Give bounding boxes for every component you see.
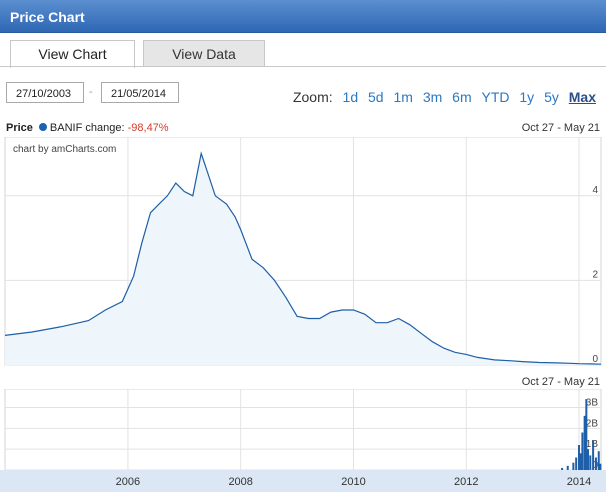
change-label: change: — [85, 122, 125, 134]
x-tick-label: 2006 — [116, 476, 140, 488]
volume-chart[interactable]: 01B2B3B20062008201020122014 — [0, 389, 606, 492]
price-series-line — [4, 151, 602, 365]
zoom-5d[interactable]: 5d — [368, 89, 384, 105]
price-area-fill — [5, 153, 601, 365]
volume-y-tick-label: 1B — [586, 439, 599, 450]
window-title: Price Chart — [0, 0, 606, 33]
volume-bar — [585, 399, 588, 470]
volume-bar — [572, 462, 575, 470]
x-axis-band — [0, 470, 606, 492]
volume-bar — [566, 465, 569, 470]
end-date-input[interactable] — [101, 82, 179, 103]
start-date-input[interactable] — [6, 82, 84, 103]
zoom-6m[interactable]: 6m — [452, 89, 472, 105]
price-range-text: Oct 27 - May 21 — [521, 122, 600, 134]
volume-bar — [583, 415, 586, 470]
zoom-label: Zoom: — [292, 89, 333, 105]
price-label: Price — [6, 122, 33, 134]
price-y-tick-label: 0 — [592, 354, 598, 365]
series-name: BANIF — [49, 122, 83, 134]
tab-bar: View Chart View Data — [0, 33, 606, 68]
volume-bar — [599, 463, 602, 470]
volume-bar — [589, 455, 592, 470]
x-tick-label: 2014 — [567, 476, 591, 488]
volume-bar — [587, 449, 590, 470]
chart-credit[interactable]: chart by amCharts.com — [13, 144, 117, 155]
price-legend: Price BANIF change: -98,47% — [6, 122, 169, 134]
price-chart[interactable]: 0 2 4 — [0, 137, 606, 369]
volume-bar — [575, 457, 578, 470]
volume-bar — [561, 467, 564, 470]
volume-bar — [597, 451, 600, 470]
volume-range-text: Oct 27 - May 21 — [521, 376, 600, 388]
zoom-3m[interactable]: 3m — [422, 89, 443, 105]
volume-bar — [592, 440, 595, 470]
x-tick-label: 2012 — [454, 476, 478, 488]
zoom-ytd[interactable]: YTD — [481, 89, 510, 105]
tab-view-data[interactable]: View Data — [143, 40, 265, 67]
x-tick-label: 2008 — [228, 476, 252, 488]
price-y-tick-label: 2 — [592, 269, 598, 280]
date-separator: - — [89, 86, 93, 98]
tab-view-chart[interactable]: View Chart — [10, 40, 135, 68]
volume-bar — [581, 432, 584, 470]
zoom-1y[interactable]: 1y — [519, 89, 535, 105]
tab-divider — [0, 66, 606, 67]
volume-bar — [594, 457, 597, 470]
volume-plot-area — [4, 389, 602, 471]
series-marker-icon — [38, 123, 47, 131]
zoom-1d[interactable]: 1d — [342, 89, 359, 105]
price-y-tick-label: 4 — [592, 185, 598, 196]
zoom-controls: Zoom: 1d 5d 1m 3m 6m YTD 1y 5y Max — [293, 89, 596, 105]
zoom-5y[interactable]: 5y — [544, 89, 559, 105]
change-value: -98,47% — [127, 122, 169, 134]
zoom-1m[interactable]: 1m — [393, 89, 413, 105]
zoom-max[interactable]: Max — [568, 89, 596, 105]
volume-y-tick-label: 3B — [586, 398, 599, 409]
volume-bar — [579, 453, 582, 470]
volume-y-tick-label: 2B — [586, 418, 599, 429]
x-tick-label: 2010 — [341, 476, 365, 488]
volume-bar — [578, 445, 581, 470]
